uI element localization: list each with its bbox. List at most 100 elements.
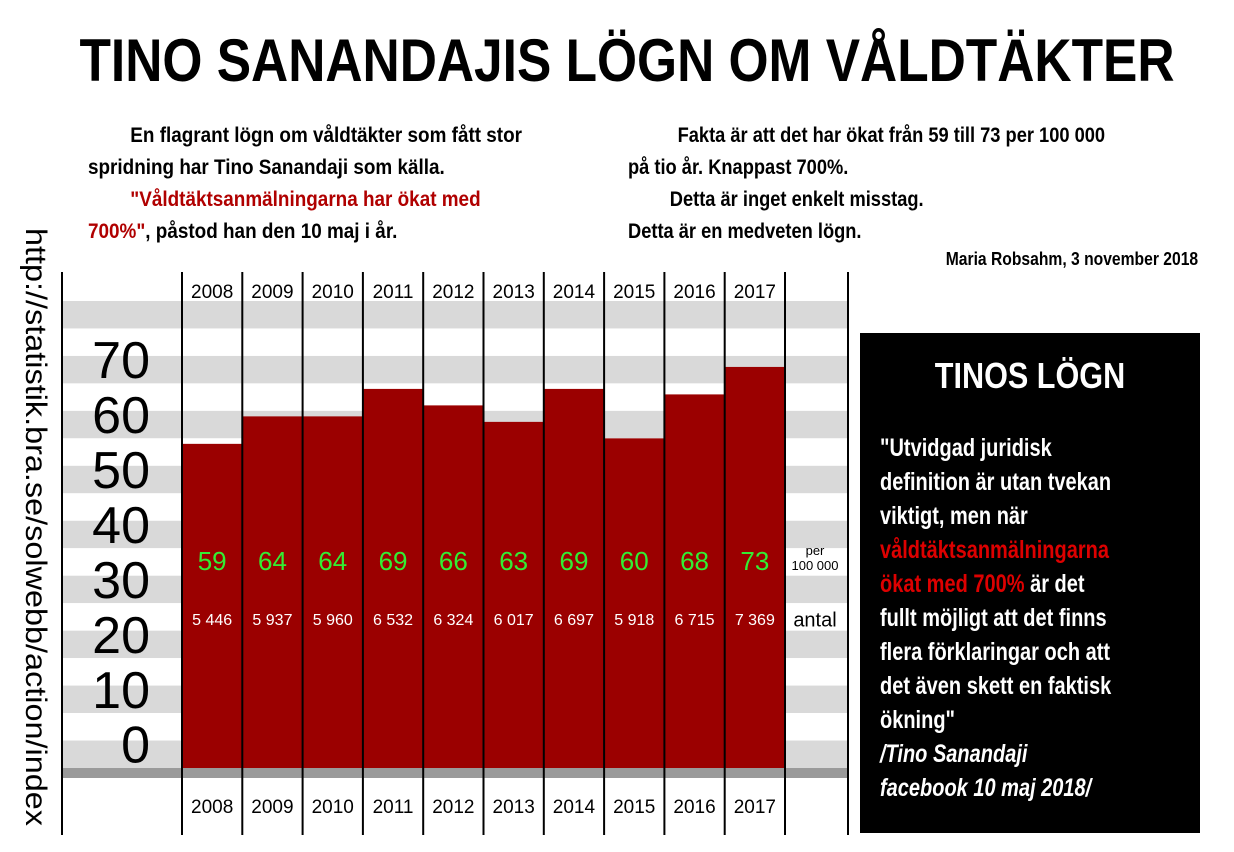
y-tick-label: 30 (92, 552, 150, 610)
bar (664, 394, 725, 768)
value-label: 64 (318, 546, 347, 576)
count-label: 5 937 (252, 612, 292, 629)
y-tick-label: 10 (92, 662, 150, 720)
x-tick-label: 2016 (673, 797, 715, 818)
x-tick-label: 2013 (493, 797, 535, 818)
x-tick-label: 2010 (312, 797, 354, 818)
quote-box: TINOS LÖGN "Utvidgad juridisk definition … (860, 333, 1200, 833)
x-tick-label: 2011 (373, 282, 414, 303)
stripe (62, 328, 848, 356)
y-tick-label: 0 (121, 717, 150, 775)
text: facebook 10 maj 2018/ (880, 774, 1092, 802)
bar (543, 388, 605, 768)
x-tick-label: 2012 (432, 282, 474, 303)
x-tick-label: 2010 (312, 282, 354, 303)
series-name: antal (793, 609, 836, 631)
count-label: 6 017 (494, 612, 534, 629)
text-line: våldtäktsanmälningarna (880, 533, 1111, 567)
text: En flagrant lögn om våldtäkter som fått … (130, 124, 523, 147)
text: Fakta är att det har ökat från 59 till 7… (677, 124, 1106, 147)
value-label: 64 (258, 546, 287, 576)
text: Detta är inget enkelt misstag. (669, 188, 924, 211)
chart-title: TINO SANANDAJIS LÖGN OM VÅLDTÄKTER (80, 27, 1175, 94)
value-label: 63 (499, 546, 528, 576)
text-line: 700%", påstod han den 10 maj i år. (88, 216, 522, 248)
text-line: flera förklaringar och att (880, 635, 1111, 669)
signature: Maria Robsahm, 3 november 2018 (945, 249, 1198, 269)
bar (182, 443, 243, 768)
text-line: viktigt, men när (880, 499, 1111, 533)
text: definition är utan tvekan (880, 468, 1112, 496)
bar (423, 405, 484, 768)
stripe (62, 355, 848, 384)
bar (724, 366, 785, 768)
text: fullt möjligt att det finns (880, 604, 1107, 632)
value-label: 59 (198, 546, 227, 576)
x-tick-label: 2008 (191, 797, 233, 818)
emphasis-text: "Våldtäktsanmälningarna har ökat med (130, 188, 481, 211)
value-label: 68 (680, 546, 709, 576)
count-label: 5 960 (313, 612, 353, 629)
intro-left: En flagrant lögn om våldtäkter som fått … (88, 120, 522, 248)
text-line: Detta är inget enkelt misstag. (628, 184, 1105, 216)
x-tick-label: 2013 (493, 282, 535, 303)
text-line: "Våldtäktsanmälningarna har ökat med (88, 184, 522, 216)
text: det även skett en faktisk (880, 672, 1112, 700)
text-line: ökat med 700% är det (880, 567, 1111, 601)
text-line: /Tino Sanandaji (880, 737, 1111, 771)
text-line: Fakta är att det har ökat från 59 till 7… (628, 120, 1106, 152)
text: flera förklaringar och att (880, 638, 1111, 666)
text-line: facebook 10 maj 2018/ (880, 771, 1111, 805)
count-label: 6 324 (433, 612, 473, 629)
x-tick-label: 2009 (251, 797, 293, 818)
text-line: spridning har Tino Sanandaji som källa. (88, 152, 522, 184)
value-label: 69 (379, 546, 408, 576)
count-label: 5 918 (614, 612, 654, 629)
source-url: http://statistik.bra.se/solwebb/action/i… (19, 228, 52, 826)
text: ökning" (880, 706, 956, 734)
bar (483, 421, 544, 768)
count-label: 5 446 (192, 612, 232, 629)
x-tick-label: 2016 (673, 282, 715, 303)
text: Detta är en medveten lögn. (628, 220, 862, 243)
text-line: fullt möjligt att det finns (880, 601, 1111, 635)
x-tick-label: 2014 (553, 797, 596, 818)
value-label: 69 (559, 546, 588, 576)
count-label: 6 715 (675, 612, 715, 629)
x-tick-label: 2017 (734, 797, 776, 818)
text-line: ökning" (880, 703, 1111, 737)
text-line: En flagrant lögn om våldtäkter som fått … (88, 120, 522, 152)
bar (302, 416, 363, 768)
text-line: på tio år. Knappast 700%. (628, 152, 1105, 184)
intro-right: Fakta är att det har ökat från 59 till 7… (628, 120, 1105, 248)
text-line: "Utvidgad juridisk (880, 431, 1111, 465)
text: spridning har Tino Sanandaji som källa. (88, 156, 445, 179)
text: är det (1024, 570, 1085, 598)
x-tick-label: 2012 (432, 797, 474, 818)
series-name: per 100 000 (792, 543, 839, 573)
box-title: TINOS LÖGN (934, 355, 1126, 396)
y-tick-label: 20 (92, 607, 150, 665)
count-label: 6 697 (554, 612, 594, 629)
value-label: 73 (740, 546, 769, 576)
x-tick-label: 2008 (191, 282, 233, 303)
bar (604, 438, 665, 768)
text: viktigt, men när (880, 502, 1028, 530)
text: , påstod han den 10 maj i år. (145, 220, 398, 243)
stripe (62, 301, 848, 329)
value-label: 66 (439, 546, 468, 576)
bar (362, 388, 424, 768)
x-tick-label: 2011 (373, 797, 414, 818)
text-line: Detta är en medveten lögn. (628, 216, 1105, 248)
text: "Utvidgad juridisk (880, 434, 1052, 462)
value-label: 60 (620, 546, 649, 576)
text: /Tino Sanandaji (880, 740, 1028, 768)
y-tick-label: 50 (92, 442, 150, 500)
emphasis-text: ökat med 700% (880, 570, 1025, 598)
series-name-part: per (806, 543, 825, 558)
series-name-part: 100 000 (792, 558, 839, 573)
x-tick-label: 2017 (734, 282, 776, 303)
baseline-band (62, 768, 848, 778)
x-tick-label: 2015 (613, 282, 655, 303)
